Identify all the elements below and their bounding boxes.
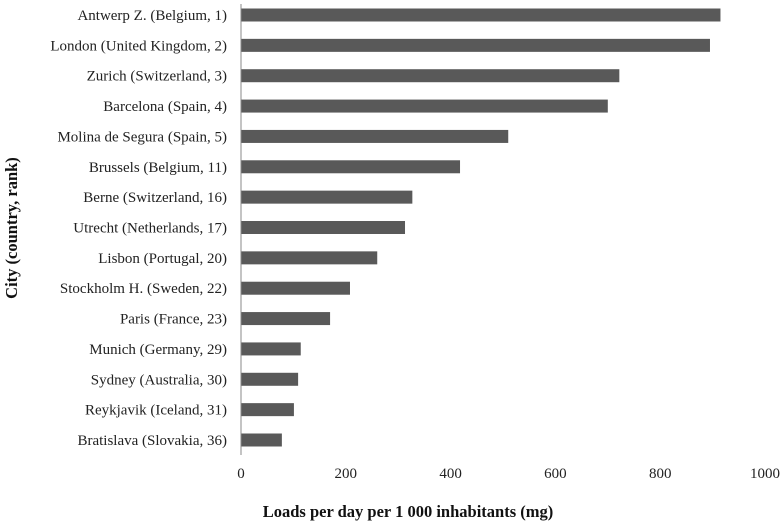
bar-7 — [241, 221, 406, 234]
category-label-12: Sydney (Australia, 30) — [91, 372, 227, 388]
x-tick-label-5: 1000 — [750, 466, 780, 482]
category-label-5: Brussels (Belgium, 11) — [89, 160, 227, 176]
category-label-1: London (United Kingdom, 2) — [50, 38, 227, 54]
bar-6 — [241, 190, 413, 204]
bar-4 — [241, 129, 509, 143]
x-tick-label-1: 200 — [335, 466, 358, 482]
bar-10 — [241, 312, 331, 326]
x-axis-title: Loads per day per 1 000 inhabitants (mg) — [263, 502, 553, 521]
bar-2 — [241, 69, 620, 83]
bars-group — [241, 8, 721, 447]
category-label-11: Munich (Germany, 29) — [89, 342, 227, 358]
category-label-9: Stockholm H. (Sweden, 22) — [60, 281, 227, 297]
bar-11 — [241, 342, 301, 356]
category-label-4: Molina de Segura (Spain, 5) — [57, 129, 227, 145]
bar-5 — [241, 160, 461, 174]
x-tick-label-0: 0 — [237, 466, 245, 482]
category-label-13: Reykjavik (Iceland, 31) — [85, 403, 227, 419]
category-labels-group: Antwerp Z. (Belgium, 1) London (United Ki… — [50, 8, 227, 449]
category-label-3: Barcelona (Spain, 4) — [103, 99, 227, 115]
category-label-14: Bratislava (Slovakia, 36) — [77, 433, 227, 449]
y-axis-title: City (country, rank) — [2, 157, 21, 299]
category-label-0: Antwerp Z. (Belgium, 1) — [77, 8, 227, 24]
x-tick-label-4: 800 — [649, 466, 672, 482]
category-label-7: Utrecht (Netherlands, 17) — [73, 221, 227, 237]
x-tick-labels-group: 0 200 400 600 800 1000 — [237, 466, 780, 482]
category-label-2: Zurich (Switzerland, 3) — [87, 69, 227, 85]
x-tick-label-3: 600 — [544, 466, 567, 482]
category-label-6: Berne (Switzerland, 16) — [83, 190, 227, 206]
category-label-10: Paris (France, 23) — [120, 312, 227, 328]
bar-12 — [241, 372, 299, 386]
category-label-8: Lisbon (Portugal, 20) — [98, 251, 227, 267]
bar-3 — [241, 99, 608, 113]
bar-1 — [241, 38, 710, 52]
bar-8 — [241, 251, 378, 265]
bar-9 — [241, 281, 350, 295]
bar-0 — [241, 8, 721, 22]
x-tick-label-2: 400 — [439, 466, 462, 482]
bar-13 — [241, 403, 294, 417]
bar-14 — [241, 433, 282, 447]
